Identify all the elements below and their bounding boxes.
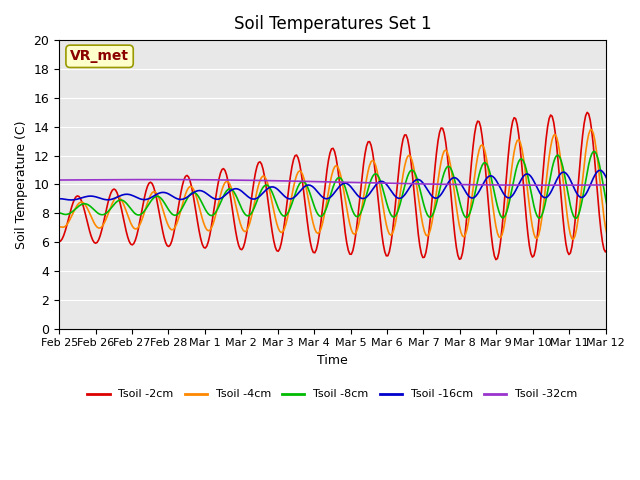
Tsoil -32cm — [615, 182, 623, 188]
Tsoil -8cm — [262, 182, 270, 188]
Tsoil -4cm — [509, 158, 516, 164]
Tsoil -2cm — [490, 253, 498, 259]
Tsoil -4cm — [262, 176, 270, 182]
Tsoil -8cm — [55, 210, 63, 216]
Y-axis label: Soil Temperature (C): Soil Temperature (C) — [15, 120, 28, 249]
Tsoil -32cm — [492, 182, 500, 188]
Tsoil -16cm — [401, 192, 408, 198]
Tsoil -32cm — [264, 178, 271, 183]
Tsoil -2cm — [614, 144, 621, 150]
Line: Tsoil -32cm: Tsoil -32cm — [59, 180, 640, 185]
Tsoil -4cm — [399, 172, 407, 178]
Text: VR_met: VR_met — [70, 49, 129, 63]
Tsoil -16cm — [510, 190, 518, 196]
Tsoil -32cm — [401, 180, 408, 186]
Tsoil -32cm — [542, 182, 550, 188]
Tsoil -2cm — [241, 240, 249, 245]
Tsoil -8cm — [241, 211, 249, 217]
Tsoil -4cm — [614, 188, 621, 193]
Legend: Tsoil -2cm, Tsoil -4cm, Tsoil -8cm, Tsoil -16cm, Tsoil -32cm: Tsoil -2cm, Tsoil -4cm, Tsoil -8cm, Tsoi… — [83, 385, 582, 404]
Tsoil -16cm — [243, 192, 250, 198]
Line: Tsoil -2cm: Tsoil -2cm — [59, 107, 640, 260]
Tsoil -16cm — [264, 186, 271, 192]
Tsoil -16cm — [614, 194, 621, 200]
Tsoil -8cm — [612, 208, 620, 214]
Line: Tsoil -16cm: Tsoil -16cm — [59, 167, 640, 200]
Tsoil -32cm — [243, 178, 250, 183]
Tsoil -2cm — [55, 239, 63, 245]
Tsoil -2cm — [262, 184, 270, 190]
Tsoil -32cm — [151, 177, 159, 182]
Title: Soil Temperatures Set 1: Soil Temperatures Set 1 — [234, 15, 431, 33]
Tsoil -16cm — [67, 197, 75, 203]
Tsoil -32cm — [55, 177, 63, 183]
Tsoil -4cm — [490, 214, 498, 220]
Tsoil -2cm — [399, 136, 407, 142]
Tsoil -8cm — [490, 190, 498, 195]
X-axis label: Time: Time — [317, 354, 348, 367]
Tsoil -4cm — [570, 236, 577, 242]
Tsoil -4cm — [55, 224, 63, 230]
Tsoil -2cm — [492, 257, 500, 263]
Line: Tsoil -8cm: Tsoil -8cm — [59, 144, 640, 219]
Tsoil -2cm — [510, 115, 518, 120]
Tsoil -8cm — [509, 183, 516, 189]
Tsoil -16cm — [492, 177, 500, 183]
Tsoil -4cm — [241, 229, 249, 235]
Tsoil -32cm — [510, 182, 518, 188]
Tsoil -8cm — [399, 190, 407, 195]
Line: Tsoil -4cm: Tsoil -4cm — [59, 125, 640, 239]
Tsoil -16cm — [55, 196, 63, 202]
